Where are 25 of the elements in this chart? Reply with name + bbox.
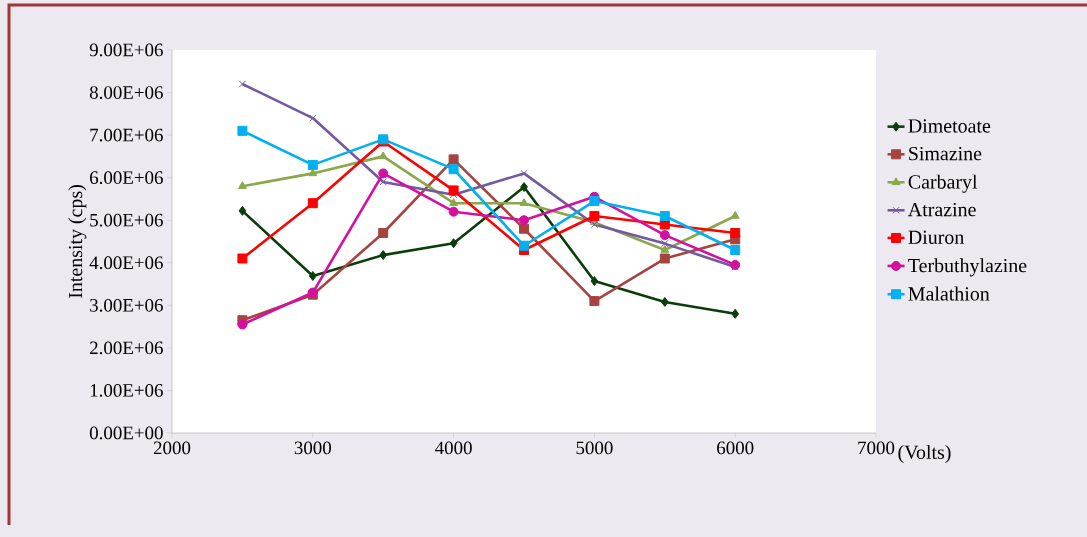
y-tick-label: 3.00E+06: [90, 298, 163, 312]
legend-label: Diuron: [908, 230, 964, 244]
y-tick-label: 9.00E+06: [89, 43, 163, 57]
legend-label: Atrazine: [908, 202, 976, 217]
legend-label: Terbuthylazine: [908, 258, 1027, 277]
legend-label: Malathion: [908, 286, 990, 301]
y-tick-label: 6.00E+06: [90, 171, 163, 185]
y-tick-label: 7.00E+06: [90, 128, 163, 142]
legend-label: Simazine: [909, 146, 982, 161]
x-tick-label: 2000: [153, 441, 191, 455]
y-tick-label: 4.00E+06: [89, 256, 163, 270]
y-tick-label: 0.00E+00: [89, 426, 163, 440]
x-tick-label: 4000: [435, 441, 472, 455]
x-tick-label: 5000: [576, 441, 613, 455]
y-tick-label: 8.00E+06: [89, 86, 163, 99]
x-tick-label: 7000: [858, 441, 895, 455]
x-tick-label: 3000: [294, 441, 332, 455]
y-tick-label: 1.00E+06: [90, 384, 163, 397]
y-tick-label: 2.00E+06: [90, 341, 163, 355]
legend-label: Dimetoate: [908, 119, 991, 133]
legend-label: Carbaryl: [908, 174, 978, 193]
y-tick-label: 5.00E+06: [90, 213, 163, 227]
x-tick-label: 6000: [717, 441, 754, 455]
x-axis-title: (Volts): [898, 444, 951, 464]
y-axis-title: Intensity (cps): [68, 185, 87, 299]
